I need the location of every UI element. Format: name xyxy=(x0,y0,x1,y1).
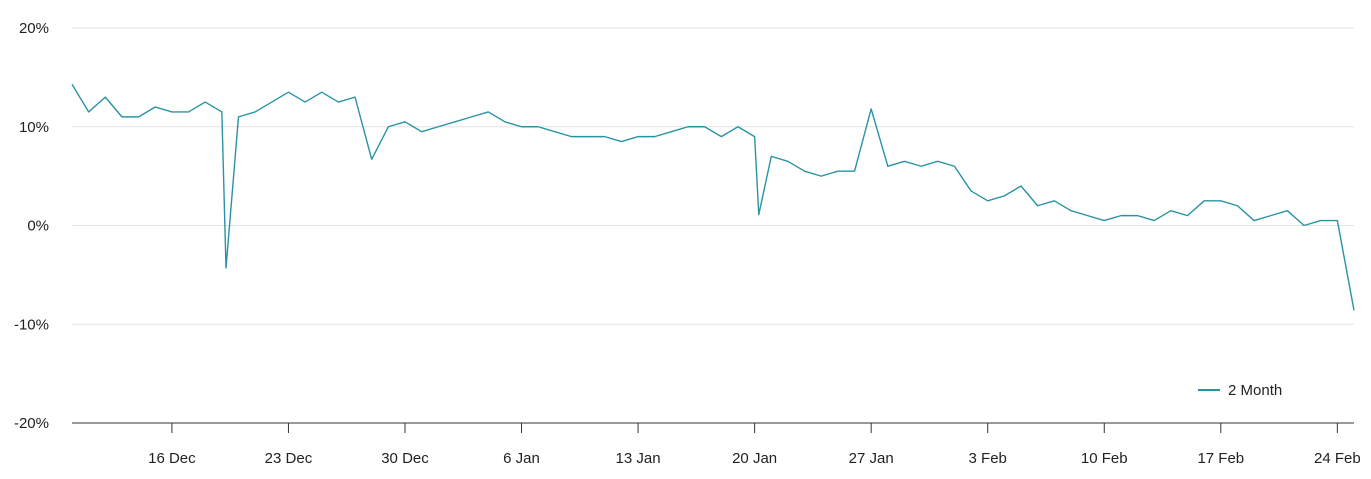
y-axis: 20% 10% 0% -10% -20% xyxy=(14,20,49,432)
x-tick-label: 23 Dec xyxy=(265,450,313,467)
x-tick-label: 6 Jan xyxy=(503,450,540,467)
x-tick-label: 27 Jan xyxy=(849,450,894,467)
x-tick-label: 24 Feb xyxy=(1314,450,1361,467)
x-tick-label: 17 Feb xyxy=(1197,450,1244,467)
y-tick-label: 20% xyxy=(19,20,49,37)
x-tick-label: 30 Dec xyxy=(381,450,429,467)
x-tick-label: 16 Dec xyxy=(148,450,196,467)
y-tick-label: -10% xyxy=(14,316,49,333)
x-tick-label: 13 Jan xyxy=(616,450,661,467)
series-line-2-month xyxy=(71,83,1355,311)
x-tick-label: 10 Feb xyxy=(1081,450,1128,467)
y-tick-label: -20% xyxy=(14,415,49,432)
y-tick-label: 10% xyxy=(19,119,49,136)
legend[interactable]: 2 Month xyxy=(1198,382,1282,399)
x-tick-label: 20 Jan xyxy=(732,450,777,467)
legend-label: 2 Month xyxy=(1228,382,1282,399)
y-tick-label: 0% xyxy=(27,218,49,235)
gridlines xyxy=(72,27,1354,325)
x-axis: 16 Dec 23 Dec 30 Dec 6 Jan 13 Jan 20 Jan 27 Ja… xyxy=(148,423,1361,467)
x-tick-label: 3 Feb xyxy=(969,450,1007,467)
